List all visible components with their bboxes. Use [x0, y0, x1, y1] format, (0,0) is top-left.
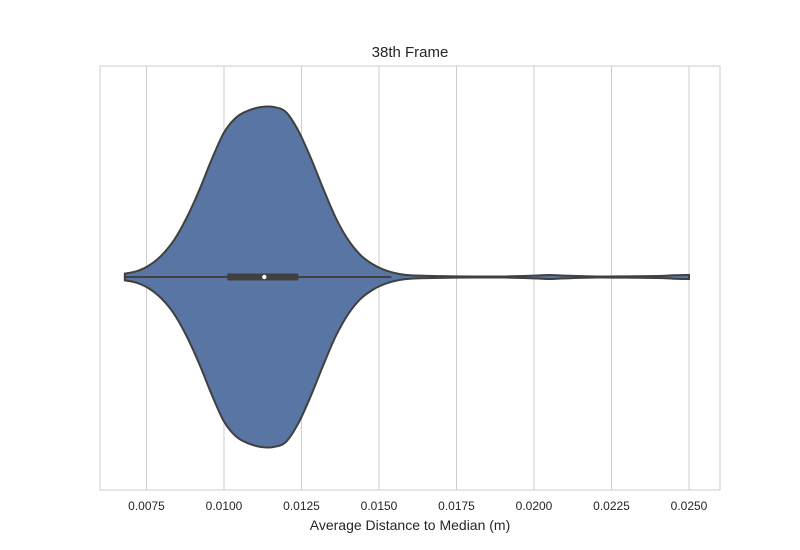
median-point: [262, 274, 267, 280]
chart-title: 38th Frame: [372, 44, 449, 61]
x-tick-label: 0.0225: [593, 499, 630, 513]
x-tick-label: 0.0175: [438, 499, 475, 513]
x-tick-label: 0.0250: [671, 499, 708, 513]
x-axis-label: Average Distance to Median (m): [310, 517, 511, 533]
x-tick-label: 0.0075: [128, 499, 165, 513]
x-tick-labels: 0.0075 0.0100 0.0125 0.0150 0.0175 0.0200 0.02…: [128, 499, 708, 513]
plot-frame: [99, 65, 721, 491]
violin-body: [123, 105, 690, 449]
x-tick-label: 0.0100: [206, 499, 243, 513]
x-tick-label: 0.0200: [516, 499, 553, 513]
box-layer: [124, 273, 392, 281]
x-tick-label: 0.0150: [361, 499, 398, 513]
violin-layer: [123, 105, 690, 449]
x-tick-label: 0.0125: [283, 499, 320, 513]
